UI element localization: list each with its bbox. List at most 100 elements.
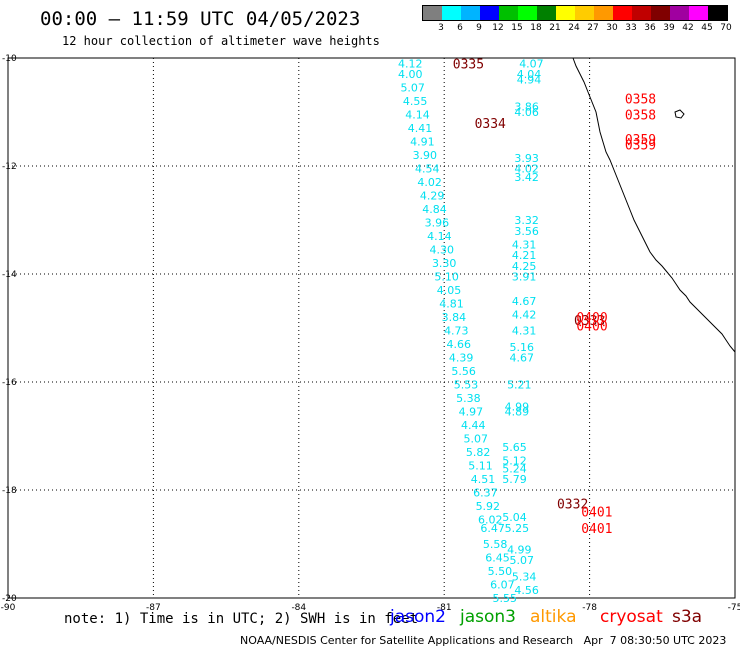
wave-height: 5.55 bbox=[493, 592, 518, 605]
pass-time: 0358 bbox=[625, 109, 656, 124]
wave-height: 4.56 bbox=[514, 584, 539, 597]
legend-label: 24 bbox=[568, 23, 580, 33]
wave-height: 5.53 bbox=[454, 379, 479, 392]
lon-label: -81 bbox=[437, 603, 452, 613]
legend-swatch bbox=[651, 6, 670, 20]
legend-swatch bbox=[480, 6, 499, 20]
wave-height: 6.07 bbox=[490, 579, 515, 592]
longitude-labels: -90 -87 -84 -81 -78 -75 bbox=[1, 603, 740, 613]
legend-label: 39 bbox=[663, 23, 675, 33]
wave-height: 4.89 bbox=[505, 406, 530, 419]
legend-swatch bbox=[613, 6, 632, 20]
wave-height: 3.90 bbox=[413, 149, 438, 162]
legend-label: 30 bbox=[606, 23, 618, 33]
wave-height: 5.25 bbox=[505, 522, 530, 535]
satellite-jason3: jason3 bbox=[460, 607, 516, 627]
wave-height: 3.91 bbox=[512, 271, 537, 284]
pass-time: 0332 bbox=[557, 498, 588, 513]
coastline bbox=[572, 57, 736, 353]
wave-height: 4.55 bbox=[403, 95, 428, 108]
wave-height: 4.99 bbox=[507, 543, 532, 556]
legend-swatch bbox=[594, 6, 613, 20]
legend-label: 15 bbox=[511, 23, 523, 33]
legend-label: 45 bbox=[701, 23, 713, 33]
legend-label: 36 bbox=[644, 23, 656, 33]
wave-height: 5.38 bbox=[456, 392, 481, 405]
legend-label: 21 bbox=[549, 23, 561, 33]
island bbox=[674, 109, 685, 119]
legend-label: 33 bbox=[625, 23, 637, 33]
pass-time: 0401 bbox=[581, 522, 612, 537]
wave-height: 4.54 bbox=[415, 163, 440, 176]
pass-time: 0359 bbox=[625, 138, 656, 153]
lat-label: -10 bbox=[2, 54, 17, 64]
wave-height: 6.37 bbox=[473, 487, 498, 500]
pass-time: 0334 bbox=[475, 117, 506, 132]
wave-height: 4.21 bbox=[512, 249, 537, 262]
lon-label: -90 bbox=[1, 603, 16, 613]
wave-height-values: 4.124.005.074.554.144.414.913.904.544.02… bbox=[398, 57, 544, 605]
wave-height: 4.44 bbox=[461, 419, 486, 432]
wave-height: 3.84 bbox=[442, 311, 467, 324]
wave-height: 4.02 bbox=[514, 163, 539, 176]
legend-label: 3 bbox=[438, 23, 444, 33]
wave-height: 4.99 bbox=[505, 400, 530, 413]
lon-label: -78 bbox=[582, 603, 597, 613]
wave-height: 4.00 bbox=[398, 68, 423, 81]
legend-label: 9 bbox=[476, 23, 482, 33]
pass-time: 0359 bbox=[625, 133, 656, 148]
lat-label: -18 bbox=[2, 486, 17, 496]
wave-height: 4.30 bbox=[430, 244, 455, 257]
wave-height: 5.11 bbox=[468, 460, 493, 473]
satellite-s3a: s3a bbox=[672, 607, 703, 627]
legend-swatch bbox=[461, 6, 480, 20]
wave-height: 4.31 bbox=[512, 238, 537, 251]
lat-label: -14 bbox=[2, 270, 17, 280]
credit-text: NOAA/NESDIS Center for Satellite Applica… bbox=[240, 634, 574, 647]
wave-height: 5.92 bbox=[476, 500, 501, 513]
legend-swatch bbox=[689, 6, 708, 20]
legend-swatch bbox=[537, 6, 556, 20]
pass-time: 0335 bbox=[453, 57, 484, 72]
wave-height: 4.12 bbox=[398, 57, 423, 70]
lat-label: -20 bbox=[2, 594, 17, 604]
lon-label: -87 bbox=[146, 603, 161, 613]
wave-height: 5.07 bbox=[509, 554, 534, 567]
wave-height: 4.73 bbox=[444, 325, 469, 338]
wave-height: 4.31 bbox=[512, 325, 537, 338]
legend-swatches bbox=[422, 5, 728, 21]
map-subtitle: 12 hour collection of altimeter wave hei… bbox=[62, 34, 380, 48]
wave-height: 4.29 bbox=[420, 190, 445, 203]
wave-height: 4.02 bbox=[417, 176, 442, 189]
lon-label: -84 bbox=[291, 603, 306, 613]
wave-height: 4.05 bbox=[437, 284, 462, 297]
legend-swatch bbox=[632, 6, 651, 20]
map-title: 00:00 — 11:59 UTC 04/05/2023 bbox=[40, 8, 361, 30]
wave-height: 3.86 bbox=[514, 101, 539, 114]
satellite-cryosat: cryosat bbox=[600, 607, 663, 627]
lat-label: -12 bbox=[2, 162, 17, 172]
wave-height: 5.65 bbox=[502, 441, 527, 454]
wave-height: 5.04 bbox=[502, 511, 527, 524]
wave-height: 3.93 bbox=[514, 152, 539, 165]
legend-swatch bbox=[442, 6, 461, 20]
wave-height: 5.24 bbox=[502, 462, 527, 475]
wave-height: 5.21 bbox=[507, 379, 532, 392]
wave-height: 4.14 bbox=[427, 230, 452, 243]
wave-height: 6.45 bbox=[485, 552, 510, 565]
wave-height: 5.34 bbox=[512, 570, 537, 583]
satellite-jason2: jason2 bbox=[390, 607, 446, 627]
wave-height: 4.81 bbox=[439, 298, 464, 311]
wave-height: 5.07 bbox=[400, 82, 425, 95]
wave-height: 4.06 bbox=[514, 106, 539, 119]
legend-swatch bbox=[556, 6, 575, 20]
legend-label: 12 bbox=[492, 23, 504, 33]
legend-swatch bbox=[518, 6, 537, 20]
pass-time: 0400 bbox=[576, 311, 607, 326]
wave-height: 4.51 bbox=[471, 473, 496, 486]
wave-height: 3.56 bbox=[514, 225, 539, 238]
legend-swatch bbox=[423, 6, 442, 20]
legend-label: 27 bbox=[587, 23, 599, 33]
wave-height: 5.56 bbox=[451, 365, 476, 378]
